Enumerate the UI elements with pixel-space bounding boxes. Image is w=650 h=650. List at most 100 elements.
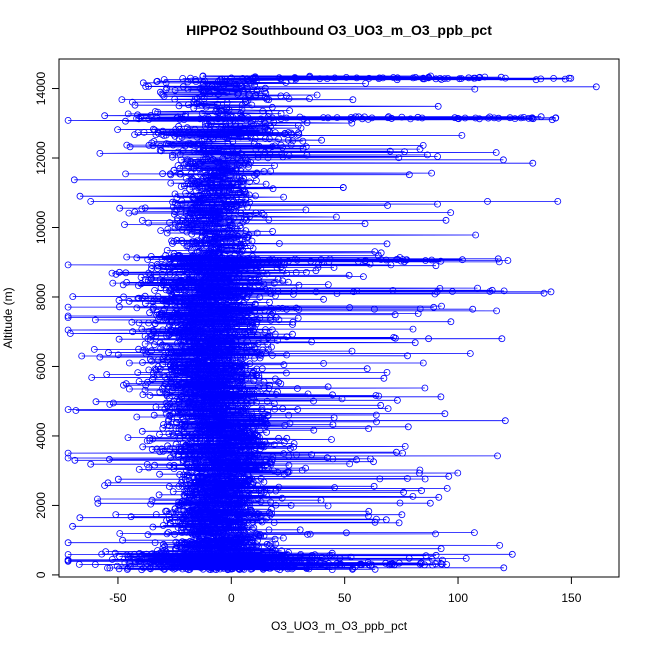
data-point — [270, 279, 278, 287]
data-point — [234, 534, 242, 542]
data-point — [416, 466, 424, 474]
data-point — [390, 333, 398, 341]
data-point — [447, 318, 455, 326]
data-point — [125, 385, 133, 393]
data-point — [183, 352, 191, 360]
data-point — [217, 436, 224, 444]
data-point — [108, 556, 116, 563]
data-point — [386, 560, 394, 568]
data-point — [178, 344, 186, 352]
data-point — [112, 511, 120, 518]
data-point — [90, 345, 98, 353]
data-point — [263, 397, 271, 405]
data-point — [179, 483, 187, 491]
data-point — [289, 318, 297, 326]
y-tick-label: 6000 — [34, 353, 48, 380]
data-point — [228, 289, 236, 296]
data-point — [395, 559, 403, 567]
data-point — [310, 397, 317, 405]
data-point — [329, 421, 337, 429]
data-point — [194, 300, 202, 308]
data-point — [177, 549, 185, 556]
data-point — [401, 442, 409, 450]
data-point — [128, 318, 136, 326]
data-point — [395, 519, 403, 527]
chart-title: HIPPO2 Southbound O3_UO3_m_O3_ppb_pct — [186, 22, 492, 38]
data-point — [114, 475, 122, 483]
y-tick-label: 14000 — [34, 72, 48, 106]
data-point — [175, 355, 183, 363]
data-point — [430, 303, 438, 311]
data-point — [264, 408, 272, 416]
data-point — [230, 314, 237, 322]
data-point — [236, 282, 244, 290]
data-point — [448, 288, 456, 295]
data-point — [210, 443, 218, 451]
data-point — [165, 324, 173, 332]
data-point — [271, 535, 279, 543]
data-point — [320, 359, 328, 367]
data-point — [148, 550, 156, 557]
data-point — [242, 463, 250, 471]
data-point — [293, 385, 301, 392]
data-point — [222, 285, 230, 293]
data-point — [328, 436, 335, 443]
x-axis-label: O3_UO3_m_O3_ppb_pct — [271, 619, 408, 633]
data-point — [311, 551, 319, 559]
data-point — [161, 542, 169, 550]
data-point — [123, 551, 131, 559]
data-point — [493, 307, 501, 315]
data-point — [238, 378, 246, 386]
data-point — [246, 549, 254, 556]
data-point — [149, 326, 157, 334]
data-point — [181, 452, 189, 460]
data-point — [69, 293, 77, 301]
data-point — [168, 285, 176, 293]
data-point — [151, 461, 159, 469]
data-point — [297, 556, 305, 564]
data-point — [282, 369, 290, 377]
data-point — [432, 551, 440, 559]
data-point — [126, 563, 134, 570]
data-point — [500, 287, 508, 295]
data-point — [229, 379, 236, 386]
data-point — [295, 281, 303, 289]
data-point — [246, 387, 254, 395]
data-point — [199, 473, 206, 481]
data-point — [78, 352, 86, 360]
data-point — [152, 550, 160, 558]
data-point — [241, 284, 249, 292]
data-point — [266, 287, 274, 294]
data-point — [158, 341, 166, 349]
data-point — [279, 534, 287, 542]
data-point — [106, 455, 113, 463]
data-point — [258, 405, 266, 412]
data-point — [304, 531, 311, 538]
data-point — [367, 455, 374, 463]
data-point — [145, 328, 153, 335]
data-point — [290, 443, 298, 451]
data-point — [75, 561, 83, 568]
data-point — [135, 319, 143, 327]
data-point — [202, 413, 210, 421]
data-point — [165, 483, 173, 490]
data-point — [229, 430, 237, 438]
data-point — [238, 374, 246, 382]
data-point — [246, 533, 254, 541]
data-point — [285, 461, 293, 469]
data-point — [237, 335, 245, 343]
data-point — [257, 532, 265, 539]
data-point — [158, 309, 166, 317]
data-point — [115, 335, 123, 343]
data-point — [262, 455, 270, 463]
data-point — [426, 499, 434, 507]
data-point — [151, 286, 159, 294]
data-point — [121, 559, 129, 567]
data-point — [119, 281, 127, 289]
data-point — [261, 306, 269, 314]
data-point — [102, 548, 110, 555]
data-point — [398, 511, 406, 519]
data-point — [266, 540, 274, 548]
data-point — [116, 530, 124, 537]
data-point — [268, 351, 276, 359]
